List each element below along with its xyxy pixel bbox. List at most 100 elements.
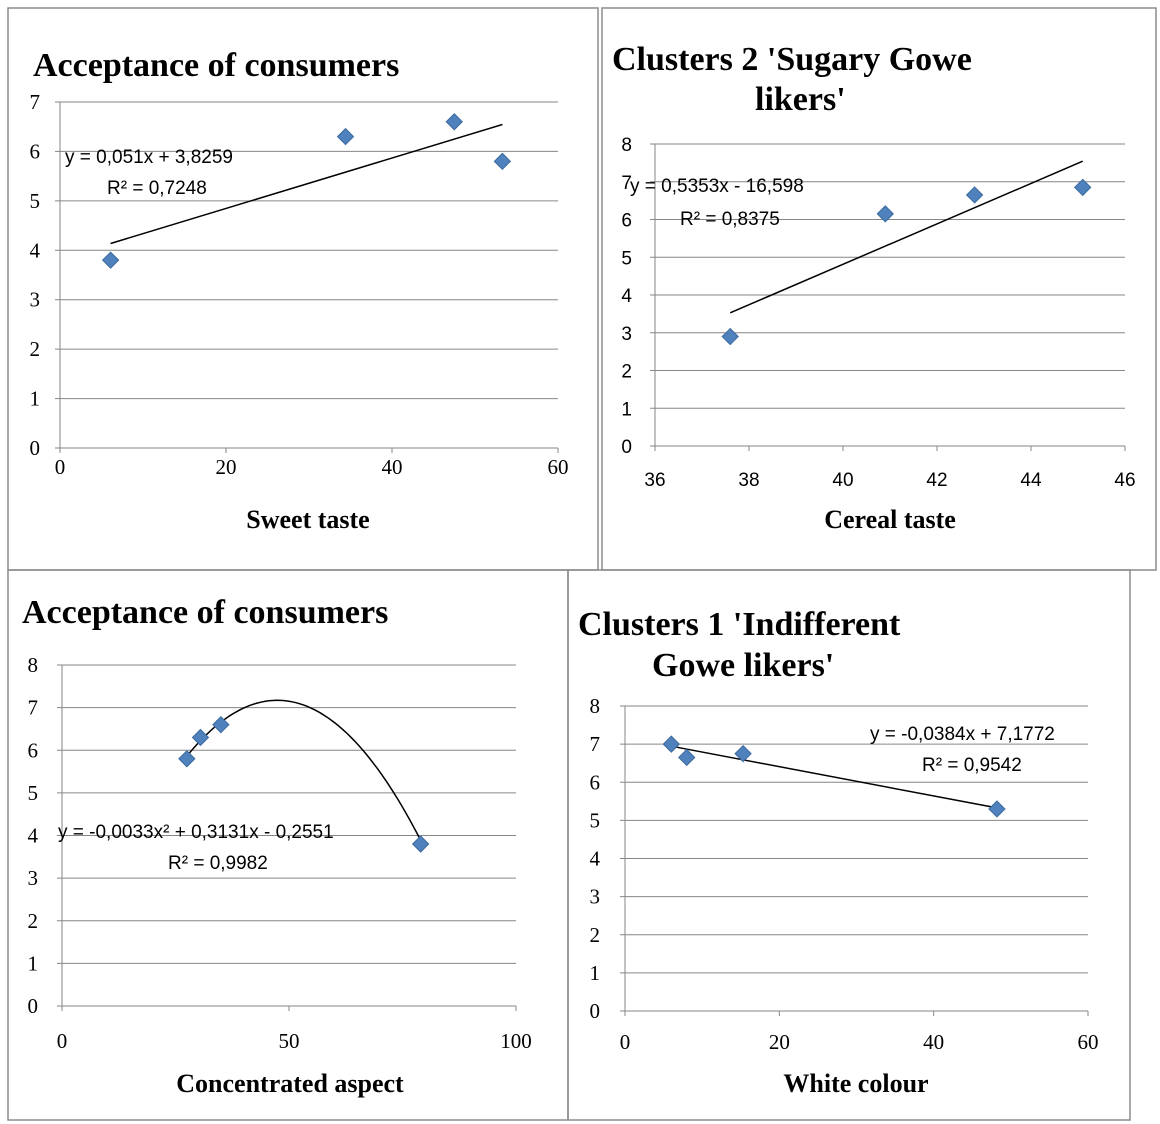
trendline-equation: y = -0,0384x + 7,1772 <box>870 724 1055 745</box>
trendline-r-squared: R² = 0,8375 <box>680 209 780 230</box>
y-tick-label: 2 <box>30 337 41 361</box>
y-tick-label: 7 <box>28 696 39 720</box>
y-tick-label: 4 <box>28 824 39 848</box>
y-tick-label: 3 <box>590 885 601 909</box>
y-tick-label: 3 <box>30 288 41 312</box>
trendline-r-squared: R² = 0,9542 <box>922 755 1022 776</box>
x-tick-label: 46 <box>1114 470 1135 491</box>
y-tick-label: 7 <box>590 732 601 756</box>
y-tick-label: 0 <box>30 436 41 460</box>
x-axis-label: Concentrated aspect <box>176 1069 404 1098</box>
plot-area: 0 1 2 3 4 5 6 7 8 0 20 40 60 <box>590 694 1099 1054</box>
x-tick-label: 20 <box>769 1030 790 1054</box>
y-tick-label: 0 <box>621 437 632 458</box>
chart-title-line: Clusters 2 'Sugary Gowe <box>612 41 972 78</box>
trendline-equation: y = 0,051x + 3,8259 <box>65 147 233 168</box>
panel-frame-2 <box>601 7 1157 571</box>
data-point <box>336 127 355 146</box>
x-tick-label: 60 <box>1078 1030 1099 1054</box>
chart-white-colour: Clusters 1 'Indifferent Gowe likers' 0 1 2… <box>578 606 1099 1098</box>
y-tick-label: 5 <box>30 189 41 213</box>
trendline <box>729 160 1083 314</box>
data-point <box>988 800 1006 818</box>
y-tick-label: 2 <box>28 909 39 933</box>
y-tick-label: 4 <box>590 847 601 871</box>
data-point <box>734 744 752 763</box>
data-point <box>178 750 196 768</box>
trendline-equation: y = -0,0033x² + 0,3131x - 0,2551 <box>58 822 334 843</box>
panel-frame-1 <box>7 7 599 571</box>
y-tick-label: 6 <box>28 738 39 762</box>
x-tick-label: 0 <box>57 1029 68 1053</box>
y-tick-label: 7 <box>30 90 41 114</box>
trendline-equation: y = 0,5353x - 16,598 <box>630 176 804 197</box>
plot-area: 0 1 2 3 4 5 6 7 8 36 38 40 42 44 46 <box>621 135 1135 491</box>
x-tick-label: 0 <box>55 455 66 479</box>
y-tick-label: 6 <box>590 770 601 794</box>
x-tick-label: 44 <box>1020 470 1042 491</box>
y-tick-label: 7 <box>621 173 632 194</box>
data-point <box>191 728 210 747</box>
y-tick-label: 1 <box>28 951 39 975</box>
x-tick-label: 38 <box>738 470 759 491</box>
trendline <box>671 745 998 809</box>
data-point <box>493 152 512 171</box>
trendline <box>186 699 422 841</box>
y-tick-label: 3 <box>621 324 632 345</box>
panel-frame-4 <box>567 569 1131 1121</box>
y-tick-label: 0 <box>590 999 601 1023</box>
x-axis-label: Sweet taste <box>246 505 369 534</box>
x-tick-label: 60 <box>548 455 569 479</box>
x-tick-label: 20 <box>216 455 237 479</box>
y-tick-label: 3 <box>28 866 39 890</box>
y-tick-label: 4 <box>621 286 632 307</box>
data-point <box>445 113 463 131</box>
x-axis-label: White colour <box>783 1069 928 1098</box>
data-point <box>101 251 120 269</box>
y-tick-label: 2 <box>621 362 632 383</box>
data-point <box>965 186 984 204</box>
y-tick-label: 8 <box>28 653 39 677</box>
data-point <box>662 735 681 753</box>
y-tick-label: 8 <box>590 694 601 718</box>
x-tick-label: 40 <box>382 455 403 479</box>
data-point <box>678 748 696 767</box>
y-tick-label: 2 <box>590 923 601 947</box>
y-tick-label: 1 <box>30 387 41 411</box>
y-tick-label: 8 <box>621 135 632 156</box>
trendline-r-squared: R² = 0,9982 <box>168 853 268 874</box>
chart-title-line: likers' <box>755 81 846 118</box>
x-tick-label: 100 <box>500 1029 532 1053</box>
trendline <box>110 123 503 245</box>
chart-title-line: Gowe likers' <box>652 647 834 684</box>
y-tick-label: 0 <box>28 994 39 1018</box>
y-tick-label: 5 <box>621 248 632 269</box>
y-tick-label: 6 <box>30 139 41 163</box>
y-tick-label: 5 <box>590 808 601 832</box>
plot-area: 0 1 2 3 4 5 6 7 0 20 40 60 <box>30 90 569 479</box>
data-point <box>721 327 739 346</box>
y-tick-label: 5 <box>28 781 39 805</box>
data-point <box>1073 178 1092 197</box>
y-tick-label: 1 <box>621 399 632 420</box>
chart-title-line: Acceptance of consumers <box>33 47 399 84</box>
trendline-r-squared: R² = 0,7248 <box>107 178 207 199</box>
x-tick-label: 50 <box>279 1029 300 1053</box>
y-tick-label: 4 <box>30 238 41 262</box>
chart-cereal-taste: Clusters 2 'Sugary Gowe likers' 0 1 2 3 4 5 6 7… <box>612 41 1136 534</box>
plot-area: 0 1 2 3 4 5 6 7 8 0 50 100 <box>28 653 532 1053</box>
x-axis-label: Cereal taste <box>824 505 956 534</box>
chart-title-line: Acceptance of consumers <box>22 594 388 631</box>
data-point <box>411 835 430 853</box>
y-tick-label: 1 <box>590 961 601 985</box>
y-tick-label: 6 <box>621 211 632 232</box>
chart-title-line: Clusters 1 'Indifferent <box>578 606 901 643</box>
x-tick-label: 42 <box>926 470 947 491</box>
x-tick-label: 40 <box>832 470 853 491</box>
x-tick-label: 40 <box>923 1030 944 1054</box>
x-tick-label: 0 <box>620 1030 631 1054</box>
x-tick-label: 36 <box>644 470 665 491</box>
